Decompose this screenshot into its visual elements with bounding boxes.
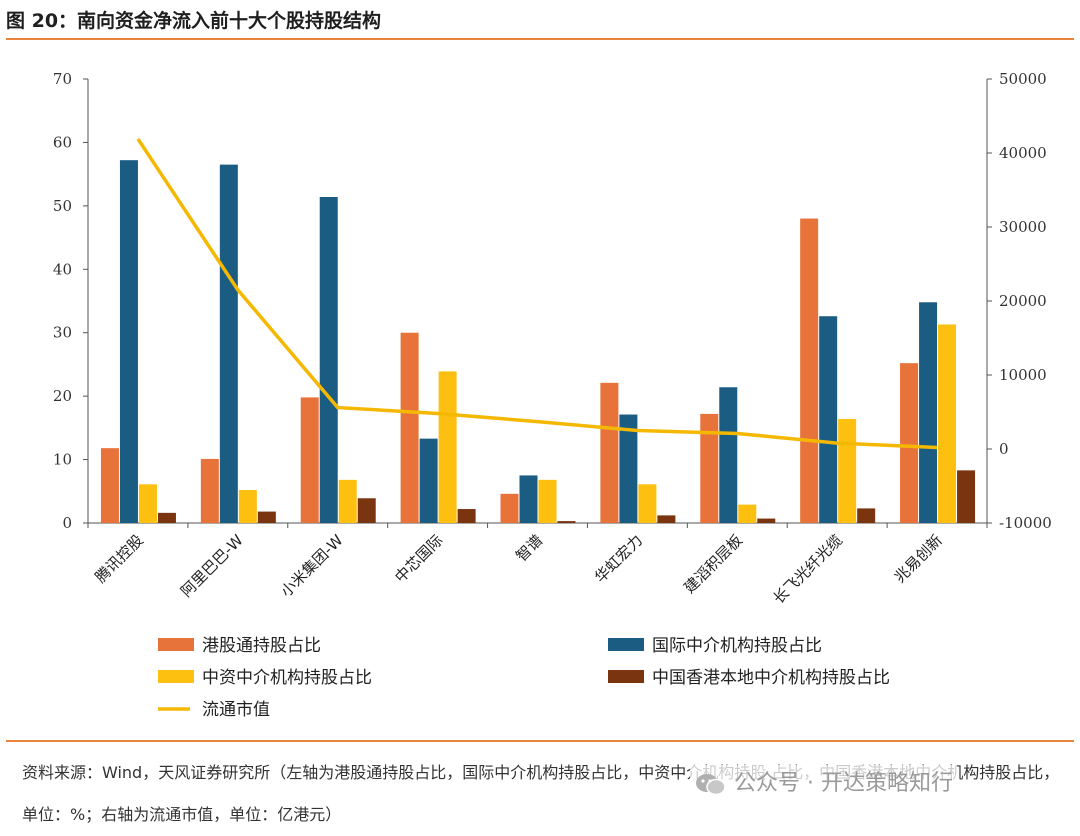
bar: [201, 459, 219, 523]
category-label: 智谱: [512, 531, 546, 565]
bar: [857, 508, 875, 523]
bar: [800, 219, 818, 523]
bar: [301, 397, 319, 523]
left-axis-tick-label: 60: [53, 133, 72, 151]
right-axis-tick-label: 20000: [999, 292, 1047, 310]
bar: [239, 490, 257, 523]
legend-label: 国际中介机构持股占比: [652, 636, 822, 656]
watermark: 公众号 · 开达策略知行: [690, 765, 957, 797]
legend-label: 中资中介机构持股占比: [202, 668, 372, 688]
bar: [757, 519, 775, 523]
bar: [938, 324, 956, 523]
bar: [401, 333, 419, 523]
bar: [657, 515, 675, 523]
bar: [358, 498, 376, 523]
category-label: 腾讯控股: [92, 531, 147, 586]
category-labels: 腾讯控股阿里巴巴-W 小米集团-W 中芯国际 智谱 华虹宏力建滔积层板长飞光纤光缆兆易创…: [92, 531, 946, 607]
chart: 0 10 20 30 40 50 60 70 -10000 0 10000 20000 30000 400…: [0, 0, 1080, 740]
left-axis-tick-label: 10: [53, 451, 72, 469]
bar: [558, 521, 576, 523]
legend-label: 港股通持股占比: [202, 636, 321, 656]
category-label: 华虹宏力: [591, 531, 646, 586]
bar: [900, 363, 918, 523]
bar: [420, 439, 438, 523]
right-axis-tick-label: 10000: [999, 366, 1047, 384]
bar: [220, 165, 238, 523]
category-label: 阿里巴巴-W: [177, 531, 247, 601]
legend-swatch: [158, 670, 194, 683]
bar: [439, 371, 457, 523]
right-axis-tick-label: 0: [999, 440, 1009, 458]
bar: [339, 480, 357, 523]
bar: [819, 316, 837, 523]
category-label: 中芯国际: [391, 531, 446, 586]
category-label: 小米集团-W: [277, 531, 347, 601]
right-axis-tick-label: 50000: [999, 70, 1047, 88]
bar: [158, 513, 176, 523]
legend-swatch: [158, 638, 194, 651]
bar: [957, 470, 975, 523]
left-axis-tick-label: 70: [53, 70, 72, 88]
legend-label: 流通市值: [202, 700, 270, 720]
legend-label: 中国香港本地中介机构持股占比: [652, 668, 890, 688]
bar: [919, 302, 937, 523]
bar: [838, 419, 856, 523]
bar: [501, 494, 519, 523]
legend-swatch: [608, 638, 644, 651]
bar: [520, 475, 538, 523]
left-axis-tick-label: 50: [53, 197, 72, 215]
category-label: 长飞光纤光缆: [770, 531, 846, 607]
bar: [700, 414, 718, 523]
bar: [600, 383, 618, 523]
bar: [320, 197, 338, 523]
bar: [458, 509, 476, 523]
right-axis-tick-label: 40000: [999, 144, 1047, 162]
bar: [539, 480, 557, 523]
source-divider: [6, 740, 1074, 742]
left-axis-tick-label: 30: [53, 324, 72, 342]
left-axis-tick-label: 40: [53, 260, 72, 278]
bar: [101, 448, 119, 523]
left-axis-tick-label: 20: [53, 387, 72, 405]
category-label: 兆易创新: [891, 531, 946, 586]
watermark-text: 公众号 · 开达策略知行: [734, 771, 953, 796]
bar: [258, 512, 276, 523]
bar: [638, 484, 656, 523]
right-axis-tick-label: 30000: [999, 218, 1047, 236]
bar: [139, 484, 157, 523]
bar: [738, 505, 756, 523]
right-axis-tick-label: -10000: [999, 514, 1052, 532]
bar: [120, 160, 138, 523]
category-label: 建滔积层板: [680, 531, 746, 597]
left-axis-tick-label: 0: [62, 514, 72, 532]
wechat-icon: [694, 772, 728, 796]
bar: [719, 387, 737, 523]
legend-swatch: [608, 670, 644, 683]
chart-bars: [101, 160, 975, 523]
